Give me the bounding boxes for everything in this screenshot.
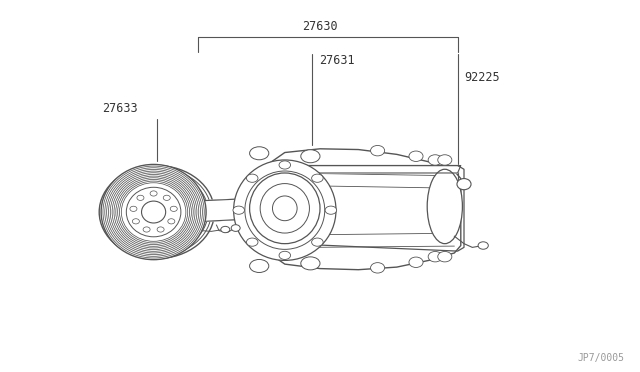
Ellipse shape [154, 199, 159, 203]
Ellipse shape [301, 257, 320, 270]
Ellipse shape [163, 195, 170, 201]
Ellipse shape [371, 145, 385, 156]
Ellipse shape [140, 216, 145, 219]
Ellipse shape [153, 188, 161, 194]
Ellipse shape [231, 225, 240, 231]
Ellipse shape [312, 174, 323, 182]
Ellipse shape [428, 169, 462, 244]
Ellipse shape [438, 155, 452, 165]
Text: 27633: 27633 [102, 102, 138, 115]
Ellipse shape [428, 155, 442, 165]
Ellipse shape [428, 251, 442, 262]
Ellipse shape [245, 171, 324, 249]
Ellipse shape [250, 147, 269, 160]
Ellipse shape [132, 224, 140, 230]
Ellipse shape [175, 202, 187, 219]
Ellipse shape [123, 209, 131, 215]
Ellipse shape [157, 227, 164, 232]
Text: 92225: 92225 [464, 71, 500, 84]
Ellipse shape [126, 187, 181, 237]
Ellipse shape [301, 150, 320, 163]
Ellipse shape [221, 226, 230, 233]
Ellipse shape [250, 173, 320, 244]
Ellipse shape [457, 179, 471, 190]
Polygon shape [256, 149, 461, 270]
Ellipse shape [409, 257, 423, 267]
Polygon shape [183, 199, 240, 222]
Ellipse shape [246, 238, 258, 246]
Ellipse shape [153, 230, 161, 236]
Ellipse shape [168, 219, 175, 224]
Ellipse shape [234, 160, 336, 260]
Ellipse shape [150, 191, 157, 196]
Ellipse shape [137, 195, 144, 201]
Ellipse shape [325, 206, 337, 214]
Ellipse shape [409, 151, 423, 161]
Ellipse shape [141, 198, 173, 226]
Ellipse shape [132, 195, 140, 200]
Ellipse shape [279, 161, 291, 169]
Ellipse shape [143, 227, 150, 232]
Polygon shape [288, 166, 464, 251]
Ellipse shape [183, 209, 191, 215]
Ellipse shape [101, 164, 206, 260]
Ellipse shape [279, 251, 291, 260]
Ellipse shape [438, 251, 452, 262]
Ellipse shape [269, 195, 300, 225]
Ellipse shape [273, 196, 297, 221]
Ellipse shape [127, 188, 187, 236]
Ellipse shape [312, 238, 323, 246]
Ellipse shape [257, 183, 313, 238]
Polygon shape [285, 166, 461, 173]
Ellipse shape [174, 224, 182, 230]
Ellipse shape [478, 242, 488, 249]
Ellipse shape [246, 174, 258, 182]
Text: 27630: 27630 [302, 20, 338, 33]
Ellipse shape [174, 195, 182, 200]
Ellipse shape [132, 219, 140, 224]
Ellipse shape [141, 201, 166, 223]
Ellipse shape [260, 183, 310, 233]
Ellipse shape [168, 216, 173, 219]
Ellipse shape [130, 206, 137, 211]
Text: 27631: 27631 [319, 54, 355, 67]
Ellipse shape [99, 166, 214, 259]
Ellipse shape [170, 206, 177, 211]
Ellipse shape [371, 263, 385, 273]
Text: JP7/0005: JP7/0005 [577, 353, 624, 363]
Ellipse shape [233, 206, 244, 214]
Ellipse shape [250, 260, 269, 272]
